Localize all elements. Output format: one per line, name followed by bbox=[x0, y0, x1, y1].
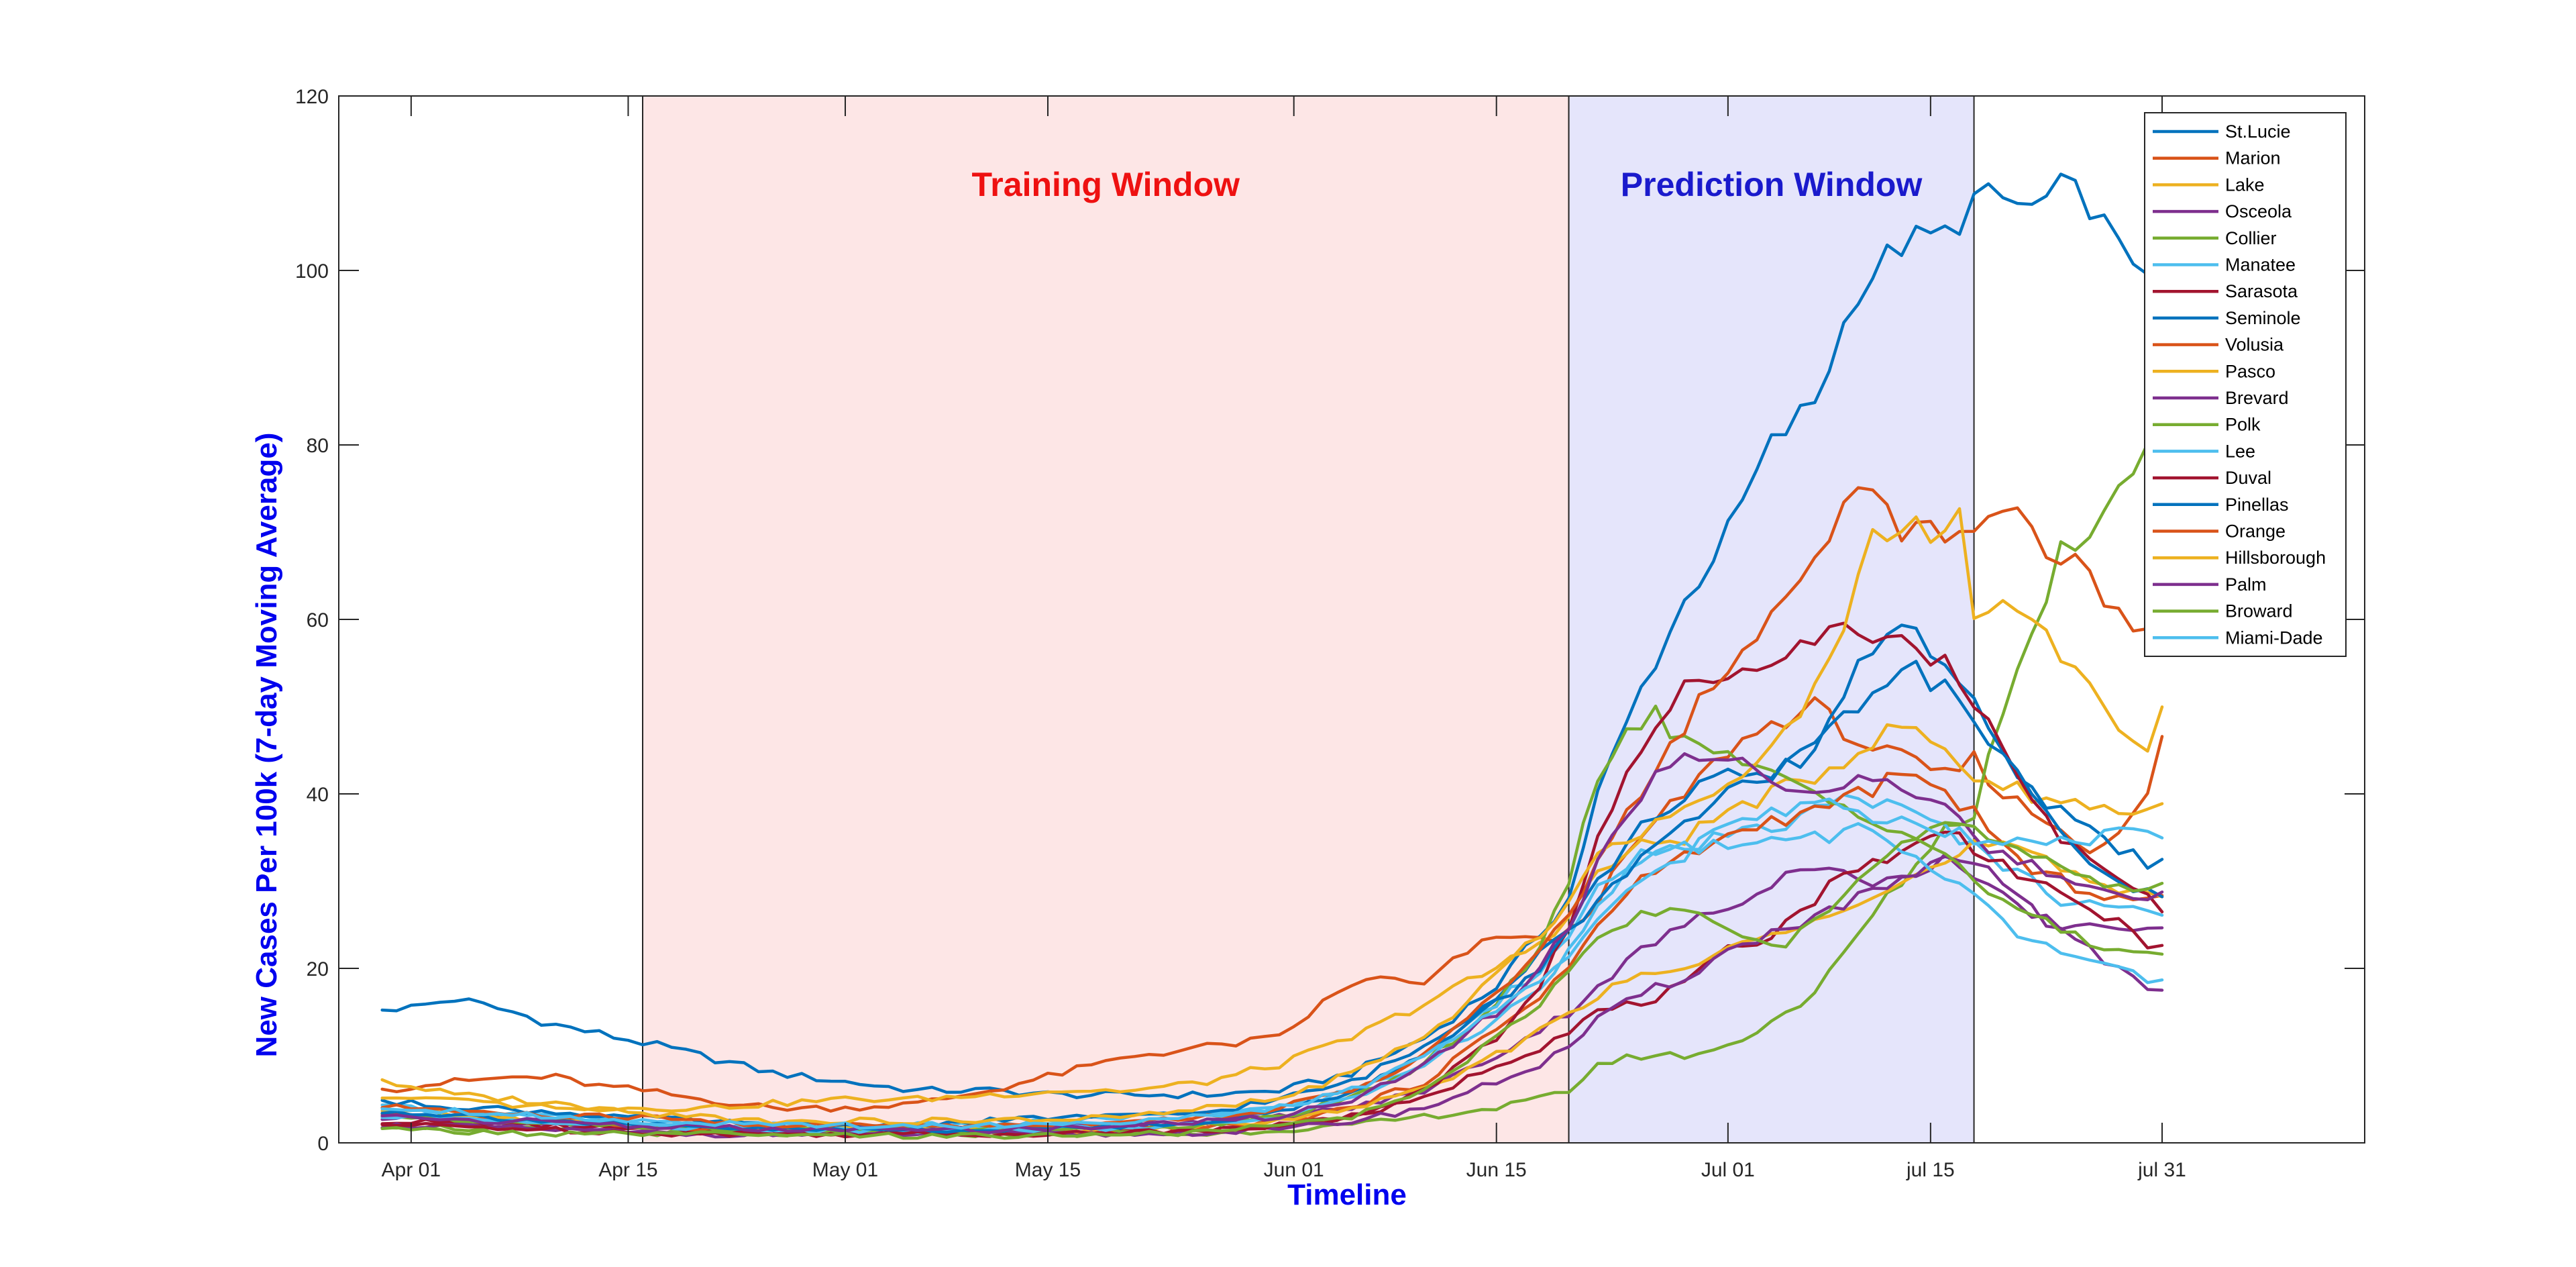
legend-entry-label: Marion bbox=[2225, 148, 2281, 168]
series-line-marion bbox=[380, 696, 2164, 1113]
legend: St.Lucie Marion Lake Osceola Collier Manatee S… bbox=[2144, 112, 2347, 657]
y-tick-label: 20 bbox=[307, 958, 329, 980]
series-line-collier bbox=[380, 367, 2164, 1138]
legend-entry-label: Orange bbox=[2225, 521, 2286, 542]
x-tick-label: Apr 01 bbox=[382, 1159, 441, 1181]
x-tick-label: jul 31 bbox=[2137, 1159, 2186, 1181]
y-tick-label: 40 bbox=[307, 784, 329, 806]
window-label-0: Training Window bbox=[972, 166, 1240, 203]
x-axis-label: Timeline bbox=[1287, 1178, 1407, 1211]
series-line-miami-dade bbox=[380, 797, 2164, 1130]
legend-entry-label: Lee bbox=[2225, 441, 2255, 461]
y-tick-label: 60 bbox=[307, 609, 329, 631]
series-line-palm bbox=[380, 752, 2164, 1134]
legend-entry-label: Seminole bbox=[2225, 308, 2301, 328]
legend-entry-label: Volusia bbox=[2225, 335, 2284, 355]
x-tick-label: Jul 01 bbox=[1701, 1159, 1755, 1181]
y-tick-label: 80 bbox=[307, 435, 329, 457]
window-region-1 bbox=[1568, 95, 1975, 1144]
legend-entry-label: Hillsborough bbox=[2225, 548, 2326, 568]
legend-entry-label: Duval bbox=[2225, 468, 2271, 488]
x-tick-label: jul 15 bbox=[1906, 1159, 1955, 1181]
legend-entry-label: Pasco bbox=[2225, 361, 2275, 381]
series-layer bbox=[380, 172, 2164, 1140]
x-tick-label: Jun 01 bbox=[1264, 1159, 1324, 1181]
legend-entry-label: Broward bbox=[2225, 601, 2293, 621]
window-labels-layer: Training Window Prediction Window bbox=[972, 166, 1923, 203]
y-tick-label: 100 bbox=[295, 260, 329, 283]
series-line-hillsborough bbox=[380, 507, 2164, 1126]
legend-entry-label: Osceola bbox=[2225, 201, 2292, 221]
legend-box bbox=[2144, 112, 2347, 657]
x-tick-label: May 01 bbox=[812, 1159, 878, 1181]
legend-entry-label: Lake bbox=[2225, 174, 2265, 195]
axes-layer: 0 20 40 60 80 100 120 Apr 01 Apr 15 May 01 May 15 J… bbox=[295, 86, 2365, 1181]
legend-entry-label: Miami-Dade bbox=[2225, 627, 2323, 648]
x-tick-label: May 15 bbox=[1015, 1159, 1081, 1181]
series-line-broward bbox=[380, 821, 2164, 1140]
legend-entry-label: Collier bbox=[2225, 228, 2277, 248]
series-line-lake bbox=[380, 723, 2164, 1113]
x-tick-label: Apr 15 bbox=[598, 1159, 657, 1181]
legend-entry-label: Sarasota bbox=[2225, 281, 2298, 301]
legend-entry-label: St.Lucie bbox=[2225, 121, 2291, 142]
legend-entry-label: Palm bbox=[2225, 574, 2267, 595]
legend-entry-label: Pinellas bbox=[2225, 495, 2289, 515]
legend-entry-label: Brevard bbox=[2225, 388, 2289, 408]
window-label-1: Prediction Window bbox=[1621, 166, 1923, 203]
y-axis-label: New Cases Per 100k (7-day Moving Average… bbox=[250, 433, 283, 1058]
series-line-st-lucie bbox=[380, 172, 2164, 1100]
y-tick-label: 120 bbox=[295, 86, 329, 108]
y-tick-label: 0 bbox=[317, 1133, 329, 1155]
windows-layer bbox=[642, 95, 1975, 1144]
series-line-orange bbox=[380, 486, 2164, 1129]
x-tick-label: Jun 15 bbox=[1466, 1159, 1527, 1181]
legend-entry-label: Manatee bbox=[2225, 255, 2296, 275]
legend-entry-label: Polk bbox=[2225, 415, 2261, 435]
window-region-0 bbox=[642, 95, 1570, 1144]
